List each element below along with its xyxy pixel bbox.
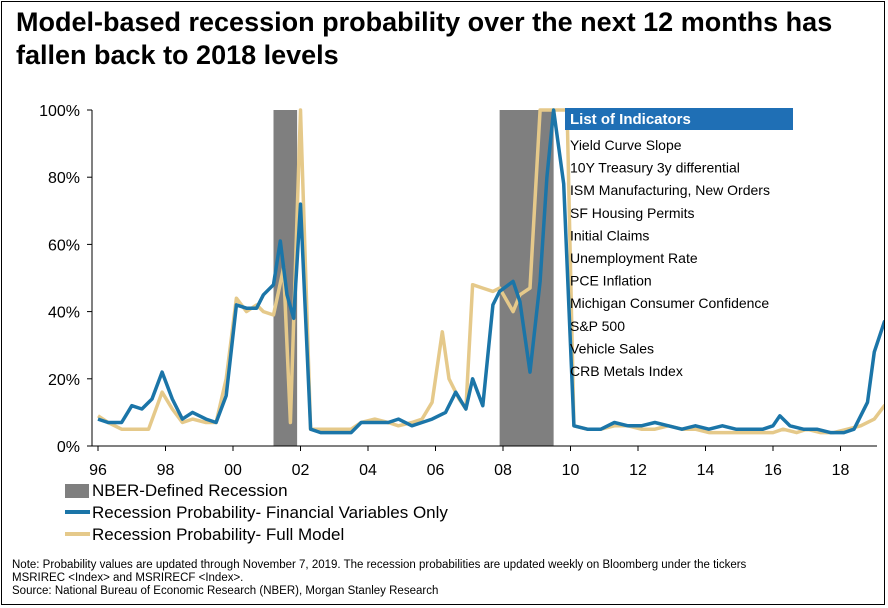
indicator-item: S&P 500 (570, 318, 625, 334)
x-tick-label: 08 (494, 462, 512, 479)
y-tick-label: 40% (48, 305, 80, 322)
legend-swatch-recession (65, 484, 89, 498)
indicator-item: ISM Manufacturing, New Orders (570, 182, 770, 198)
series-line-full-model (97, 108, 884, 435)
indicator-item: Yield Curve Slope (570, 137, 682, 153)
x-tick-label: 98 (157, 462, 175, 479)
x-tick-label: 04 (359, 462, 377, 479)
y-tick-label: 100% (39, 103, 80, 120)
x-tick-label: 02 (292, 462, 310, 479)
legend: NBER-Defined Recession Recession Probabi… (65, 481, 448, 544)
source-line: Source: National Bureau of Economic Rese… (12, 585, 439, 597)
footnote-line: MSRIREC <Index> and MSRIRECF <Index>. (12, 572, 244, 584)
recession-band (499, 110, 554, 446)
indicator-item: Michigan Consumer Confidence (570, 295, 769, 311)
recession-bands (273, 110, 554, 446)
legend-label-financial: Recession Probability- Financial Variabl… (92, 503, 448, 522)
indicator-item: Unemployment Rate (570, 250, 698, 266)
footnote-line: Note: Probability values are updated thr… (12, 559, 747, 571)
x-tick-label: 10 (562, 462, 580, 479)
x-tick-label: 16 (764, 462, 782, 479)
chart-svg: 0% 20% 40% 60% 80% 100% 96 98 00 02 04 06 08 10 12 14 16… (39, 103, 884, 544)
legend-label-recession: NBER-Defined Recession (92, 481, 288, 500)
y-tick-label: 80% (48, 170, 80, 187)
indicator-item: Initial Claims (570, 227, 649, 243)
y-tick-label: 0% (57, 439, 80, 456)
footnote: Note: Probability values are updated thr… (12, 559, 878, 598)
x-tick-label: 96 (89, 462, 107, 479)
indicator-items: Yield Curve Slope 10Y Treasury 3y differe… (570, 137, 770, 379)
series-lines (97, 108, 884, 435)
chart-title: Model-based recession probability over t… (16, 7, 833, 70)
indicator-item: CRB Metals Index (570, 363, 683, 379)
x-tick-label: 06 (427, 462, 445, 479)
x-tick-label: 18 (832, 462, 850, 479)
indicator-item: SF Housing Permits (570, 205, 694, 221)
x-tick-label: 00 (224, 462, 242, 479)
indicator-item: PCE Inflation (570, 273, 652, 289)
y-tick-label: 60% (48, 237, 80, 254)
indicator-item: 10Y Treasury 3y differential (570, 160, 740, 176)
indicator-list-header-bg (565, 108, 793, 130)
indicator-list-title: List of Indicators (570, 111, 691, 128)
y-tick-label: 20% (48, 372, 80, 389)
indicator-item: Vehicle Sales (570, 340, 654, 356)
series-line-financial (97, 108, 884, 435)
indicator-list: List of Indicators Yield Curve Slope 10Y … (565, 108, 793, 379)
legend-label-full: Recession Probability- Full Model (92, 525, 344, 544)
x-tick-label: 14 (697, 462, 715, 479)
x-tick-label: 12 (629, 462, 647, 479)
axes: 0% 20% 40% 60% 80% 100% 96 98 00 02 04 06 08 10 12 14 16… (39, 103, 877, 479)
